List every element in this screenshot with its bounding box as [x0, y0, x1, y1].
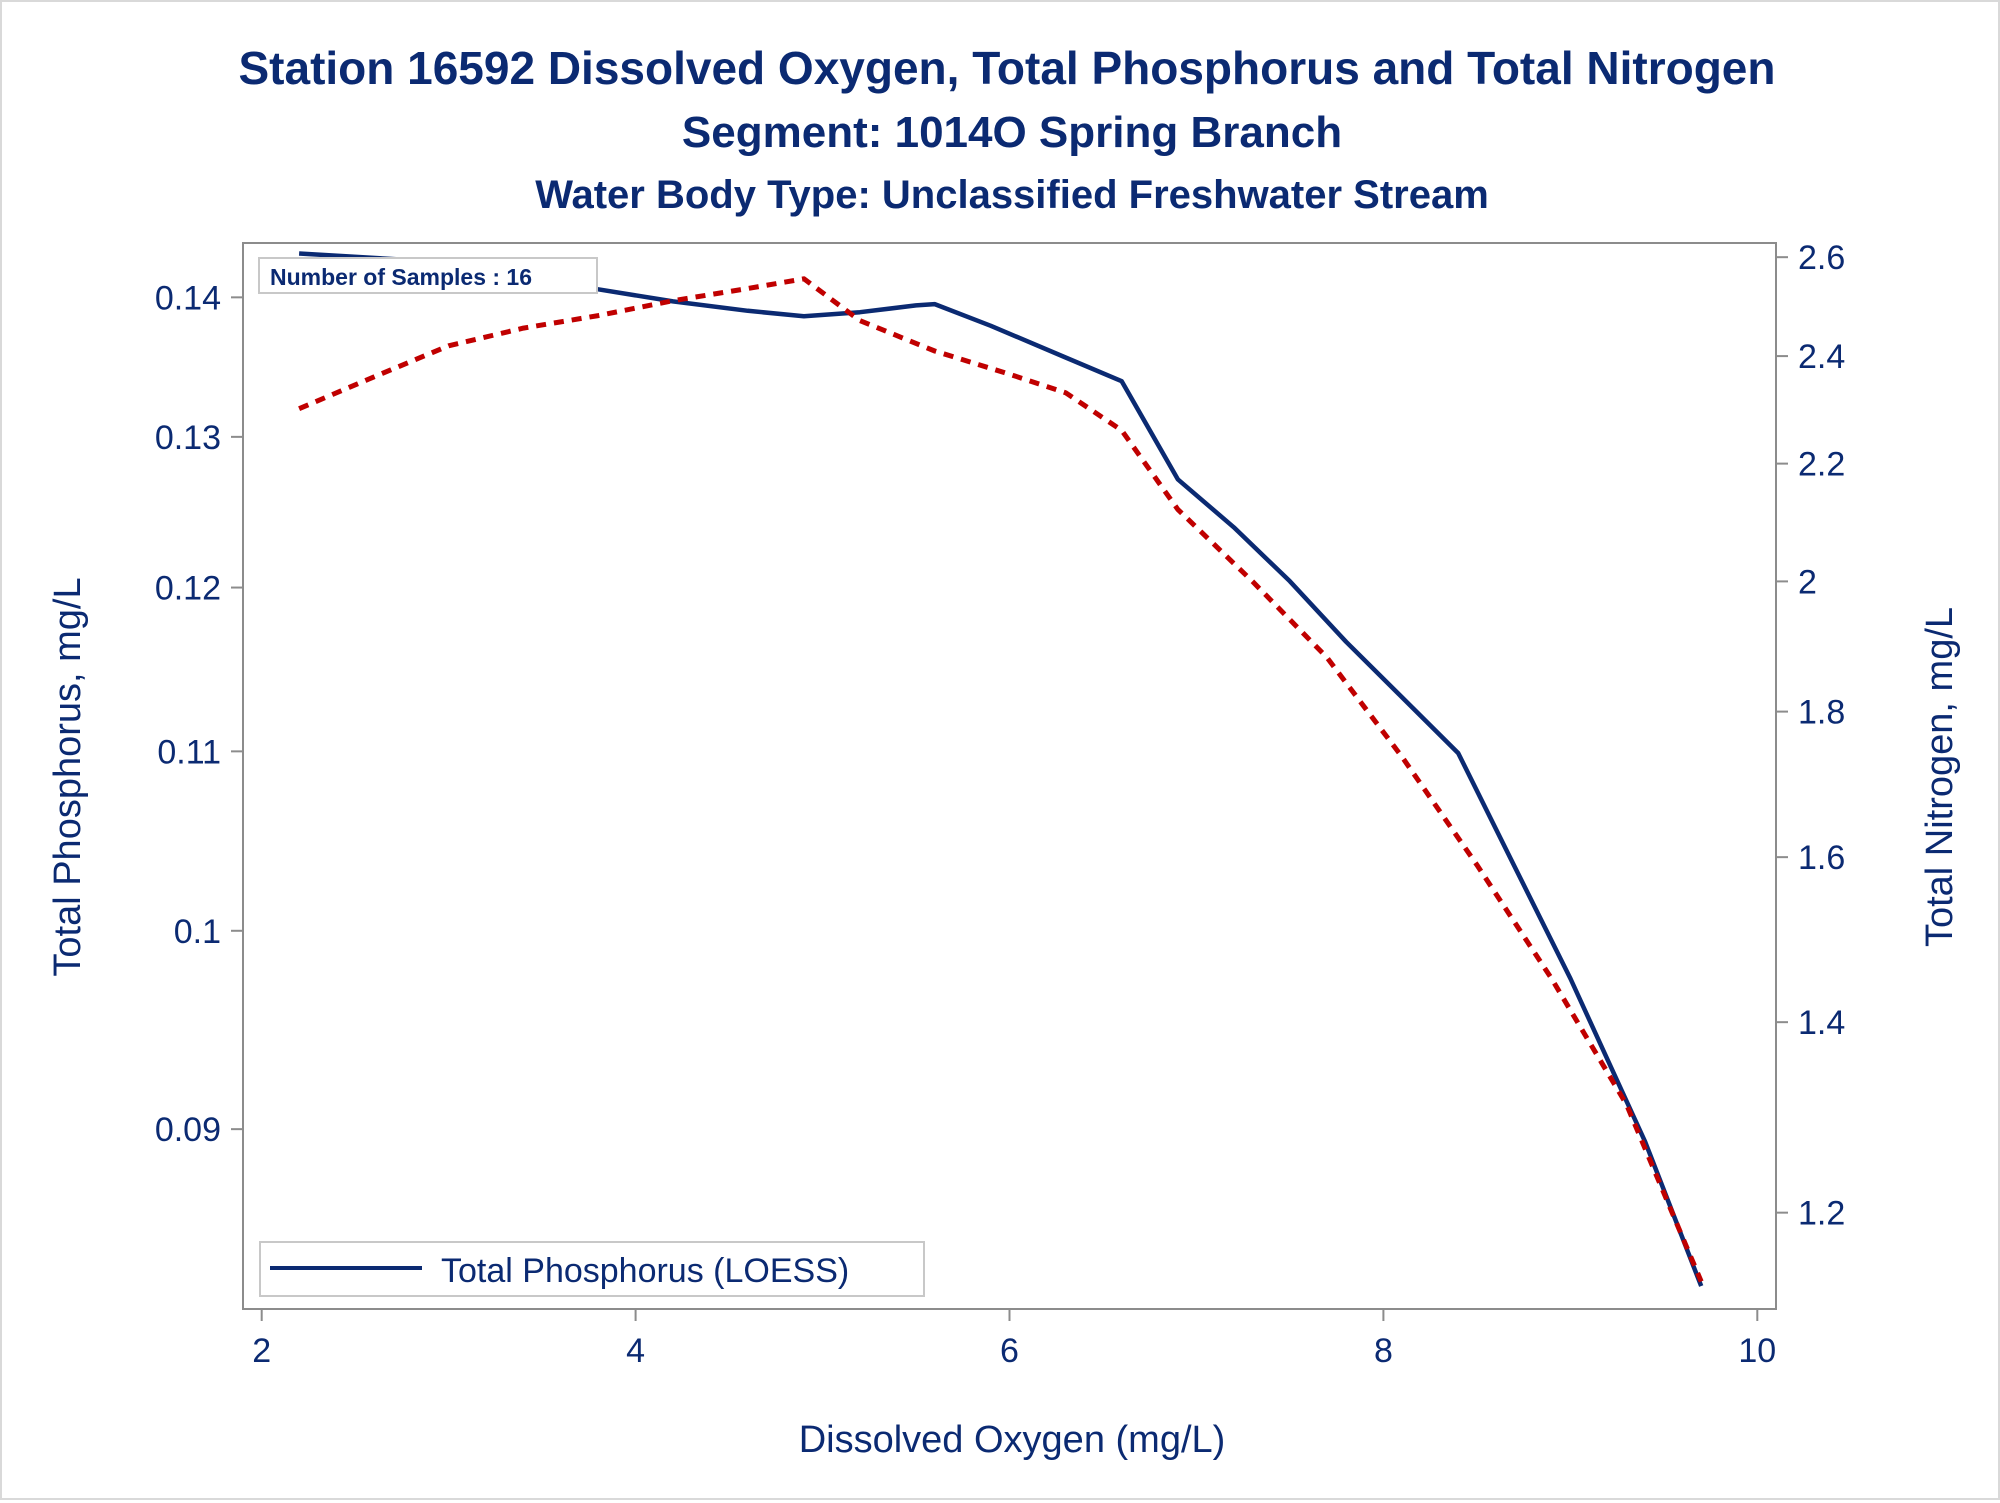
y2-tick-label: 1.8	[1798, 694, 1845, 732]
sample-count-label: Number of Samples : 16	[270, 264, 532, 290]
y2-axis-label: Total Nitrogen, mg/L	[1919, 607, 1961, 947]
y2-tick-label: 2.2	[1798, 446, 1845, 484]
y2-tick-label: 2.4	[1798, 338, 1845, 376]
chart-title: Station 16592 Dissolved Oxygen, Total Ph…	[238, 42, 1775, 94]
sample-count-box: Number of Samples : 16	[258, 257, 598, 294]
y-axis-label: Total Phosphorus, mg/L	[47, 577, 89, 976]
x-tick-label: 8	[1374, 1332, 1393, 1370]
plot-border	[242, 242, 1777, 1310]
y-tick-label: 0.14	[155, 279, 221, 317]
chart-subtitle-2: Water Body Type: Unclassified Freshwater…	[535, 173, 1489, 217]
y-tick-label: 0.12	[155, 570, 221, 608]
x-tick-label: 2	[252, 1332, 271, 1370]
x-tick-label: 10	[1738, 1332, 1776, 1370]
y-tick-label: 0.13	[155, 419, 221, 457]
y2-tick-label: 1.2	[1798, 1195, 1845, 1233]
legend-label-phosphorus: Total Phosphorus (LOESS)	[441, 1252, 849, 1290]
y2-tick-label: 1.4	[1798, 1004, 1845, 1042]
y2-tick-label: 1.6	[1798, 839, 1845, 877]
x-tick-label: 4	[626, 1332, 645, 1370]
y-tick-label: 0.09	[155, 1111, 221, 1149]
y2-tick-label: 2	[1798, 563, 1817, 601]
y-tick-label: 0.1	[174, 913, 221, 951]
series-line-phosphorus	[298, 251, 1704, 1287]
x-axis-label: Dissolved Oxygen (mg/L)	[799, 1419, 1226, 1461]
y2-tick-label: 2.6	[1798, 239, 1845, 277]
x-tick-label: 6	[1000, 1332, 1019, 1370]
chart-subtitle: Segment: 1014O Spring Branch	[682, 108, 1342, 157]
legend: Total Phosphorus (LOESS)	[259, 1241, 925, 1297]
plot-area: 2 4 6 8 10 0.09 0.1 0.11 0.12 0.13 0.14 1.2 1.4 1.6 1.…	[155, 239, 1845, 1370]
series-line-nitrogen	[298, 276, 1704, 1283]
y-tick-label: 0.11	[157, 733, 221, 771]
